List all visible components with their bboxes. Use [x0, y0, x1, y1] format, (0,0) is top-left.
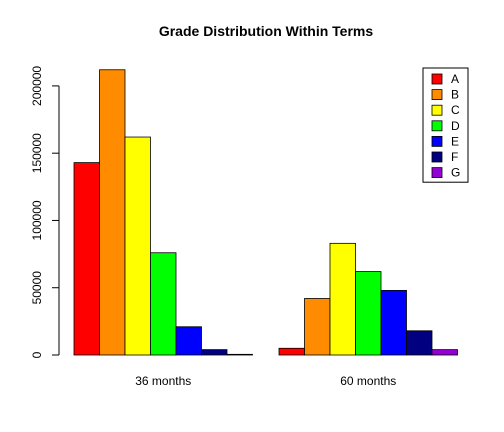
legend-label-b: B	[451, 88, 459, 102]
legend-label-e: E	[451, 134, 459, 148]
y-tick-label: 50000	[30, 271, 44, 305]
bar-a-36-months	[73, 162, 100, 356]
legend-label-f: F	[451, 150, 458, 164]
x-axis-labels: 36 months 60 months	[135, 374, 396, 388]
bar-f-36-months	[201, 349, 228, 356]
y-tick-label: 150000	[30, 133, 44, 173]
legend-swatch-e	[431, 135, 443, 147]
bar-c-36-months	[124, 136, 151, 356]
bar-c-60-months	[329, 242, 356, 356]
legend-box	[422, 67, 469, 183]
x-category-label: 60 months	[340, 374, 396, 388]
bar-e-60-months	[380, 290, 407, 356]
legend-label-a: A	[451, 72, 459, 86]
legend-swatch-a	[431, 73, 443, 85]
bar-d-60-months	[355, 271, 382, 356]
x-category-label: 36 months	[135, 374, 191, 388]
legend-swatch-d	[431, 120, 443, 132]
bar-f-60-months	[406, 330, 433, 356]
bar-g-36-months	[226, 353, 253, 356]
legend-swatch-c	[431, 104, 443, 116]
bar-a-60-months	[278, 347, 305, 356]
bar-b-60-months	[304, 298, 331, 356]
bar-g-60-months	[431, 349, 458, 356]
y-tick-label: 0	[30, 351, 44, 358]
bar-d-36-months	[150, 252, 177, 356]
y-axis: 0 50000 100000 150000 200000	[30, 66, 60, 358]
legend-label-d: D	[451, 119, 460, 133]
bars-group	[73, 69, 458, 356]
y-tick-label: 200000	[30, 66, 44, 106]
chart-title: Grade Distribution Within Terms	[159, 23, 374, 39]
legend-label-g: G	[451, 166, 460, 180]
legend-swatch-f	[431, 151, 443, 163]
legend-label-c: C	[451, 103, 460, 117]
bar-e-36-months	[175, 326, 202, 356]
legend-swatch-g	[431, 167, 443, 179]
legend-swatch-b	[431, 89, 443, 100]
y-tick-label: 100000	[30, 200, 44, 240]
bar-b-36-months	[99, 69, 126, 356]
